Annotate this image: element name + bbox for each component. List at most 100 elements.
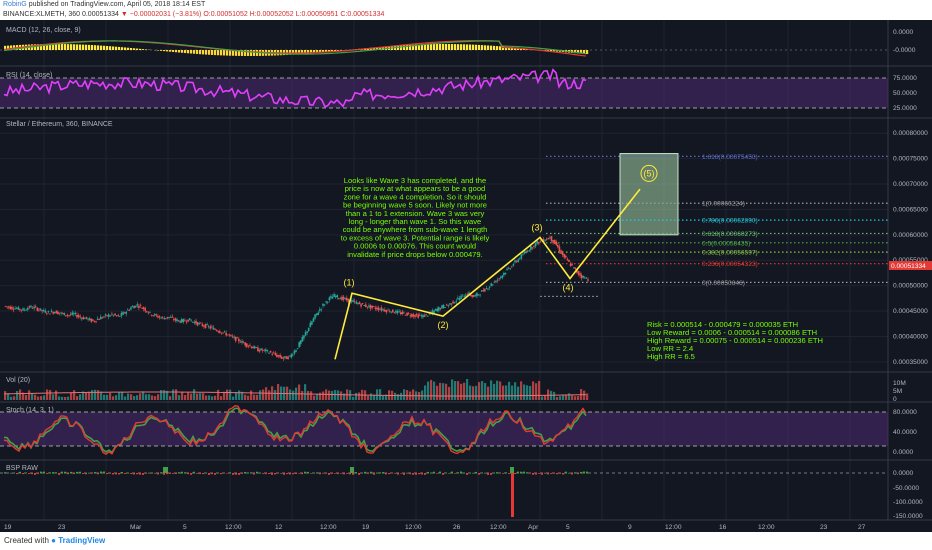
candle-body: [9, 306, 12, 310]
volume-bar: [532, 381, 535, 400]
volume-bar: [403, 389, 406, 400]
bsp-bar: [409, 473, 411, 475]
candle-body: [206, 324, 208, 326]
candle-body: [207, 326, 210, 327]
candle-body: [463, 296, 466, 298]
fib-levels[interactable]: 1.618(0.00075450) 1(0.00066224) 0.786(0.00…: [540, 154, 888, 297]
candle-body: [552, 240, 554, 243]
macd-hist-bar: [88, 44, 91, 50]
candle-body: [79, 316, 81, 318]
candle-body: [319, 309, 321, 311]
volume-bar: [268, 390, 271, 400]
time-tick-label: Apr: [528, 524, 539, 531]
macd-hist-bar: [442, 44, 445, 50]
bsp-bar: [442, 473, 444, 475]
candle-body: [52, 312, 54, 314]
macd-hist-bar: [70, 44, 73, 50]
candle-body: [85, 316, 88, 319]
axis-tick-label: 25.0000: [893, 105, 917, 112]
bsp-bar: [487, 473, 489, 475]
bsp-bar: [439, 471, 441, 474]
time-tick-label: 19: [362, 524, 370, 531]
volume-bar: [385, 394, 388, 400]
tradingview-link[interactable]: TradingView: [58, 536, 106, 545]
candle-body: [564, 255, 567, 258]
volume-bar: [241, 391, 244, 400]
macd-hist-bar: [67, 44, 70, 50]
bsp-bar: [364, 471, 366, 474]
volume-bar: [301, 390, 304, 400]
candle-body: [261, 350, 264, 351]
candle-body: [314, 314, 316, 319]
candle-body: [576, 269, 578, 273]
candle-body: [266, 349, 269, 351]
bsp-bar: [406, 472, 408, 474]
candle-body: [53, 312, 56, 314]
bsp-bar: [400, 473, 402, 474]
volume-bar: [343, 393, 346, 400]
macd-hist-bar: [502, 46, 505, 50]
candle-body: [169, 317, 172, 318]
fib-label: 0.786(0.00062890): [702, 218, 758, 225]
bsp-bar: [340, 473, 342, 474]
candle-body: [357, 303, 359, 304]
bsp-bar: [523, 471, 525, 474]
volume-bar: [40, 396, 43, 400]
candle-body: [252, 346, 254, 349]
candle-body: [215, 329, 218, 332]
candle-body: [288, 355, 291, 357]
volume-bar: [445, 383, 448, 400]
target-zone-box[interactable]: [619, 153, 679, 236]
candle-body: [518, 258, 521, 260]
candle-body: [47, 311, 50, 312]
chart-area[interactable]: 1.618(0.00075450) 1(0.00066224) 0.786(0.00…: [0, 20, 932, 532]
candle-body: [499, 276, 502, 279]
time-tick-label: 12: [275, 524, 283, 531]
bsp-bar: [223, 473, 225, 474]
axis-tick-label: 50.0000: [893, 90, 917, 97]
bsp-bar: [34, 473, 36, 475]
volume-bar: [466, 379, 469, 400]
bsp-bar: [52, 472, 54, 474]
bsp-bar: [184, 472, 186, 474]
candle-body: [584, 277, 586, 279]
time-tick-label: 12:00: [758, 524, 775, 531]
candle-body: [566, 258, 569, 260]
candle-body: [138, 305, 140, 308]
volume-bar: [169, 396, 172, 400]
volume-bar: [166, 390, 169, 400]
volume-bar: [514, 382, 517, 400]
candle-body: [236, 337, 239, 339]
candle-body: [60, 312, 62, 314]
volume-bar: [502, 385, 505, 400]
volume-bar: [469, 385, 472, 400]
bsp-bar: [148, 472, 150, 474]
candle-body: [299, 340, 302, 345]
macd-hist-bar: [118, 46, 121, 50]
rsi-levels: [0, 77, 888, 109]
bsp-bar: [448, 472, 450, 474]
candle-body: [571, 264, 573, 266]
volume-bar: [112, 396, 115, 400]
macd-hist-bar: [307, 50, 310, 54]
bsp-bar: [247, 472, 249, 474]
wave-label: (5): [644, 168, 655, 178]
bsp-bar: [112, 473, 114, 475]
bsp-bar: [502, 473, 504, 474]
time-tick-label: 27: [858, 524, 866, 531]
candle-body: [520, 254, 523, 259]
author-link[interactable]: RobinG: [3, 1, 27, 8]
elliott-wave-path[interactable]: [334, 188, 641, 360]
bsp-bar: [538, 473, 540, 474]
volume-bar: [145, 394, 148, 400]
volume-bar: [28, 390, 31, 400]
bsp-bar: [586, 471, 588, 474]
bsp-bar: [397, 473, 399, 475]
candle-body: [195, 320, 197, 324]
candle-body: [268, 352, 270, 354]
candle-body: [222, 332, 224, 334]
volume-ma-line: [3, 391, 587, 397]
candle-body: [241, 340, 243, 343]
candle-body: [452, 301, 454, 304]
volume-bar: [142, 391, 145, 400]
